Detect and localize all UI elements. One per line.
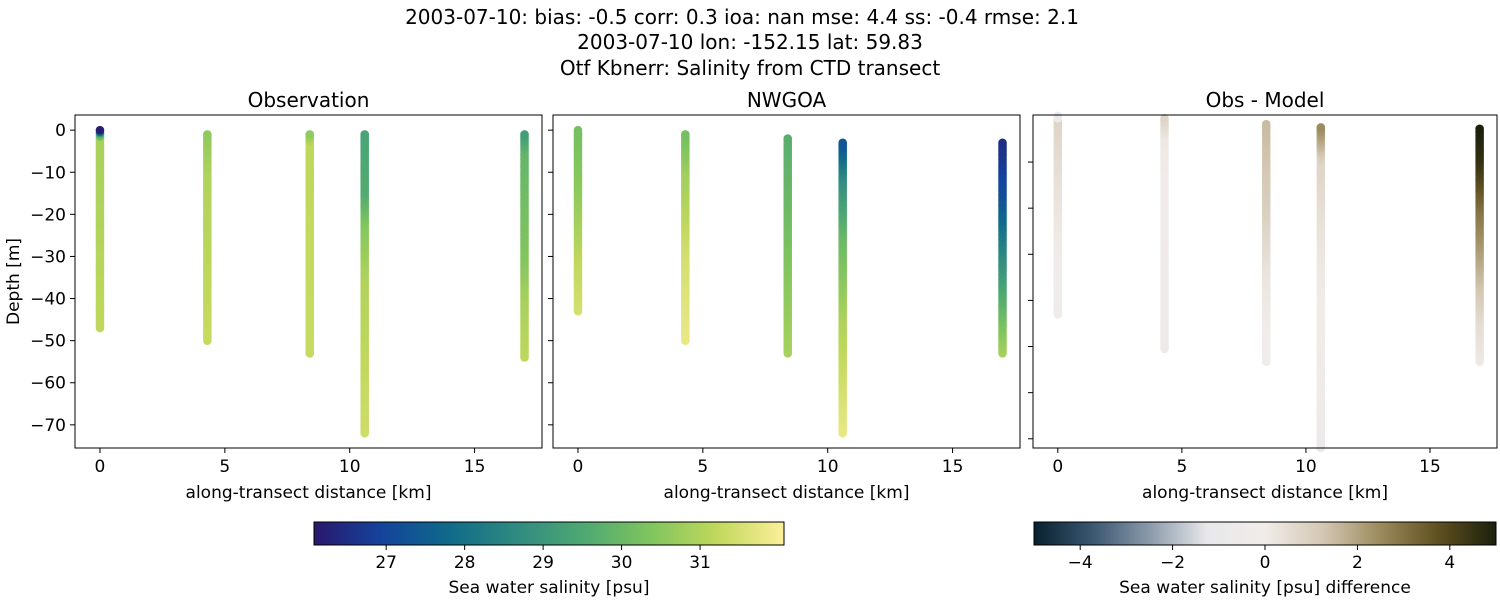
axes-frame xyxy=(74,114,543,449)
colorbar-tick-label: 28 xyxy=(454,553,476,573)
suptitle-line-2: 2003-07-10 lon: -152.15 lat: 59.83 xyxy=(577,30,923,54)
profile-column xyxy=(573,125,583,316)
x-axis-label: along-transect distance [km] xyxy=(1142,483,1388,503)
profile-column xyxy=(783,134,793,358)
profile-column xyxy=(305,130,315,358)
y-tick-label: −70 xyxy=(30,416,66,436)
x-tick-label: 15 xyxy=(1419,457,1441,477)
profile-column xyxy=(681,130,690,345)
data-point xyxy=(1160,113,1169,123)
data-point xyxy=(520,130,529,139)
suptitle-line-3: Otf Kbnerr: Salinity from CTD transect xyxy=(560,56,941,80)
profile-column xyxy=(95,125,105,333)
profile-column xyxy=(1316,123,1326,453)
x-tick-label: 5 xyxy=(219,457,230,477)
panel-title: Observation xyxy=(248,88,370,112)
axes-frame xyxy=(552,114,1021,449)
colorbar-tick-label: 27 xyxy=(375,553,397,573)
data-point xyxy=(305,130,315,139)
x-tick-label: 15 xyxy=(464,457,486,477)
profile-column xyxy=(203,130,212,345)
colorbar-label: Sea water salinity [psu] xyxy=(449,578,650,598)
profile-column xyxy=(1160,113,1169,354)
data-point xyxy=(681,130,690,139)
colorbar-tick-label: 0 xyxy=(1260,553,1271,573)
profile-column xyxy=(1475,124,1484,367)
panel-title: NWGOA xyxy=(747,88,827,112)
colorbar-diff: −4 −2 0 2 4 Sea water salinity [psu] differen… xyxy=(1033,521,1497,598)
data-point xyxy=(998,138,1007,148)
data-point xyxy=(1053,111,1063,121)
data-point xyxy=(573,125,583,135)
x-tick-label: 10 xyxy=(817,457,839,477)
axes-frame xyxy=(1032,114,1498,449)
y-tick-label: −10 xyxy=(30,163,66,183)
x-axis-label: along-transect distance [km] xyxy=(186,483,432,503)
y-tick-label: −50 xyxy=(30,332,66,352)
y-tick-label: 0 xyxy=(55,121,66,141)
colorbar-label: Sea water salinity [psu] difference xyxy=(1119,578,1411,598)
y-axis-label: Depth [m] xyxy=(4,238,24,325)
colorbar-bar xyxy=(313,521,785,546)
data-point xyxy=(1475,124,1484,134)
profile-column xyxy=(838,138,847,438)
x-tick-label: 0 xyxy=(1052,457,1063,477)
panel-obs-model: Obs - Model 0 5 10 15 along-transect distance… xyxy=(1028,88,1498,503)
colorbar-tick-label: −4 xyxy=(1068,553,1093,573)
colorbar-tick-label: −2 xyxy=(1160,553,1185,573)
colorbar-tick-label: 4 xyxy=(1444,553,1455,573)
x-tick-label: 15 xyxy=(942,457,964,477)
colorbar-tick-label: 31 xyxy=(689,553,711,573)
y-tick-label: −20 xyxy=(30,205,66,225)
data-point xyxy=(783,134,793,143)
data-point xyxy=(838,138,847,148)
x-tick-label: 5 xyxy=(697,457,708,477)
data-point xyxy=(1316,123,1326,132)
x-tick-label: 10 xyxy=(1295,457,1317,477)
x-tick-label: 5 xyxy=(1176,457,1187,477)
colorbar-tick-label: 2 xyxy=(1352,553,1363,573)
y-tick-label: −60 xyxy=(30,374,66,394)
data-point xyxy=(203,130,212,139)
profile-column xyxy=(520,130,529,362)
colorbar-tick-label: 29 xyxy=(532,553,554,573)
data-point xyxy=(1261,119,1271,129)
panel-title: Obs - Model xyxy=(1206,88,1325,112)
colorbar-tick-label: 30 xyxy=(611,553,633,573)
suptitle-line-1: 2003-07-10: bias: -0.5 corr: 0.3 ioa: na… xyxy=(405,5,1079,29)
data-point xyxy=(95,125,105,135)
x-tick-label: 0 xyxy=(573,457,584,477)
y-tick-label: −40 xyxy=(30,290,66,310)
panel-nwgoa: NWGOA 0 5 10 15 along-transect distance [km] xyxy=(548,88,1021,503)
panel-observation: Observation 0 5 10 15 0 −10 −20 −30 −40 −50 −60 −70 a… xyxy=(4,88,543,503)
profile-column xyxy=(1053,111,1063,319)
profile-column xyxy=(998,138,1007,358)
profile-column xyxy=(1261,119,1271,367)
x-tick-label: 0 xyxy=(95,457,106,477)
x-tick-label: 10 xyxy=(339,457,361,477)
data-point xyxy=(360,130,369,139)
colorbar-bar xyxy=(1033,521,1497,546)
x-axis-label: along-transect distance [km] xyxy=(664,483,910,503)
profile-column xyxy=(360,130,369,438)
colorbar-haline: 27 28 29 30 31 Sea water salinity [psu] xyxy=(313,521,785,598)
y-tick-label: −30 xyxy=(30,247,66,267)
